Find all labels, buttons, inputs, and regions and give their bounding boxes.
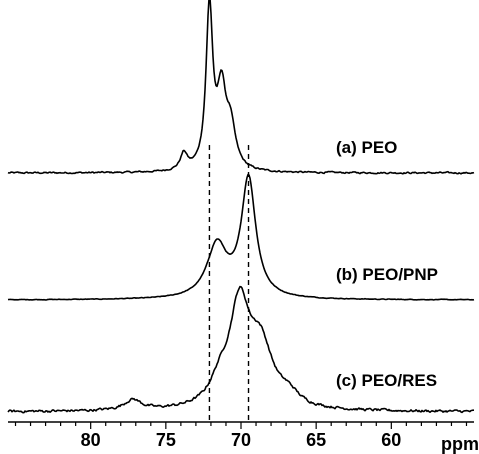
x-tick-label: 65 <box>306 430 326 450</box>
series-label-3: (c) PEO/RES <box>336 371 437 390</box>
spectrum-line-2 <box>7 173 475 301</box>
spectrum-traces: (a) PEO (b) PEO/PNP (c) PEO/RES <box>7 0 475 414</box>
x-axis-unit-label: ppm <box>441 434 479 454</box>
x-tick-label: 70 <box>231 430 251 450</box>
reference-lines <box>208 145 250 422</box>
x-tick-label: 80 <box>81 430 101 450</box>
spectrum-line-1 <box>7 0 475 175</box>
x-ticks: 80 75 70 65 60 <box>14 422 468 450</box>
x-tick-label: 75 <box>156 430 176 450</box>
series-label-1: (a) PEO <box>336 138 397 157</box>
spectrum-line-3 <box>7 285 474 414</box>
series-label-2: (b) PEO/PNP <box>336 265 438 284</box>
x-tick-label: 60 <box>381 430 401 450</box>
